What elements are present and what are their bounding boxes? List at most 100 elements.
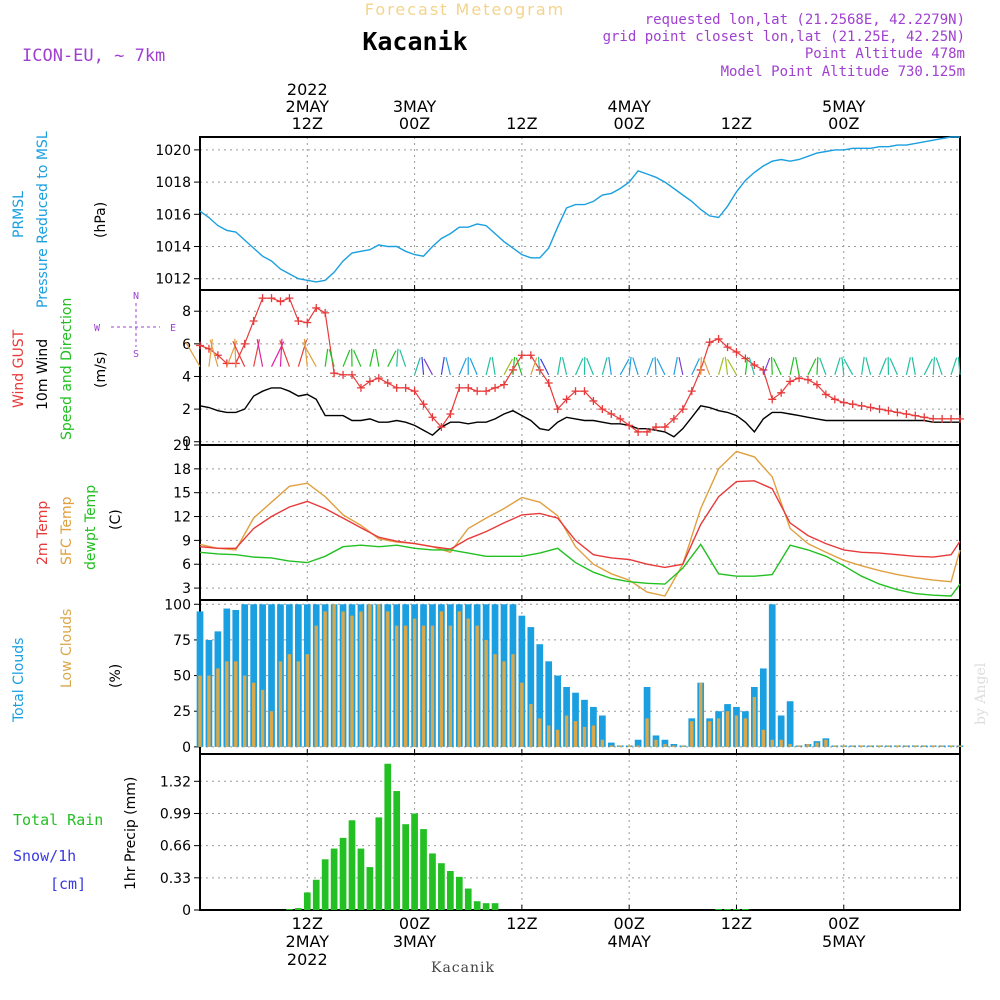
compass-w: W (94, 323, 101, 334)
low-cloud-bar (207, 675, 211, 747)
temp-frame (199, 444, 961, 601)
wind-unit-label: (m/s) (93, 351, 109, 388)
gust-marker (705, 338, 714, 347)
clouds-ytick-label: 25 (173, 704, 191, 720)
total-cloud-bar (536, 644, 544, 747)
wind-arrow (414, 357, 421, 376)
gust-marker (240, 339, 249, 348)
gust-marker (437, 423, 446, 432)
pressure-ytick-label: 1016 (155, 207, 191, 223)
wind-arrow (819, 357, 827, 376)
rain-bar (295, 908, 302, 910)
temperature-panel: 3 6 9 12 15 18 21 (173, 438, 961, 601)
clouds-ytick-label: 100 (164, 597, 191, 613)
low-cloud-bar (430, 625, 435, 747)
top-axis-label: 4MAY (607, 97, 651, 116)
total-cloud-bar (250, 604, 257, 747)
gust-marker (607, 410, 616, 418)
gust-marker (652, 423, 660, 432)
precip-ytick-label: 1.32 (160, 774, 191, 790)
gust-marker (419, 400, 428, 409)
low-cloud-bar (743, 718, 748, 747)
wind-ytick-label: 4 (182, 369, 191, 385)
bottom-axis-label: 4MAY (607, 932, 651, 951)
wind-dir-label: Speed and Direction (59, 298, 75, 440)
low-cloud-bar (815, 742, 819, 747)
low-cloud-bar (538, 718, 542, 747)
low-cloud-bar (886, 745, 891, 747)
gust-marker (348, 370, 356, 379)
low-cloud-bar (377, 604, 381, 747)
top-axis-label: 2MAY (286, 97, 330, 116)
gust-marker (732, 348, 741, 356)
low-cloud-bar (278, 661, 283, 747)
gust-marker (383, 379, 392, 387)
low-cloud-bar (198, 675, 202, 747)
wind-arrow (795, 357, 800, 375)
low-cloud-bar (493, 654, 497, 747)
wind-arrow (396, 348, 399, 367)
total-cloud-bar (572, 692, 579, 747)
gust-marker (517, 351, 526, 360)
low-cloud-bar (770, 739, 774, 747)
gust-marker (491, 383, 500, 392)
wind-arrow (619, 358, 630, 376)
rain-bar (733, 909, 740, 910)
pressure-ytick-label: 1020 (155, 143, 191, 159)
gust-marker (312, 303, 321, 312)
wind-arrow (654, 356, 657, 375)
rain-bar (491, 903, 499, 910)
wind-arrow (561, 357, 568, 375)
low-clouds-label: Low Clouds (59, 609, 75, 688)
point-altitude: Point Altitude 478m (805, 46, 965, 62)
low-cloud-bar (672, 745, 676, 747)
low-cloud-bar (573, 721, 578, 747)
gust-marker (714, 334, 723, 343)
wind-arrow (445, 357, 451, 375)
gust-marker (428, 413, 437, 422)
wind-arrow (726, 358, 737, 376)
gust-marker (267, 294, 276, 303)
wind-arrow (646, 357, 654, 376)
pressure-panel: 1012 1014 1016 1018 1020 (155, 136, 961, 291)
wind-arrow (748, 357, 755, 376)
wind-arrow (911, 357, 916, 375)
wind-arrow (702, 357, 711, 376)
total-cloud-bar (599, 715, 606, 747)
gust-marker (544, 379, 553, 387)
low-cloud-bar (260, 689, 265, 747)
rain-bar (473, 901, 481, 910)
wind-arrow (865, 357, 872, 375)
wind-arrow (843, 358, 854, 376)
low-cloud-bar (913, 745, 917, 747)
pressure-frame (199, 136, 961, 291)
low-cloud-bar (350, 615, 354, 747)
low-cloud-bar (287, 654, 292, 747)
bottom-axis-label: 12Z (721, 914, 752, 933)
low-cloud-bar (654, 739, 658, 747)
gust-marker (893, 408, 902, 417)
gust-marker (410, 387, 419, 396)
low-cloud-bar (466, 618, 470, 747)
gust-marker (303, 318, 312, 327)
total-cloud-bar (607, 742, 615, 747)
low-cloud-bar (690, 721, 694, 747)
gust-marker (330, 369, 339, 378)
precip-ytick-label: 0.99 (160, 806, 191, 822)
low-cloud-bar (475, 625, 479, 747)
rain-bar (339, 837, 347, 910)
temp-ytick-label: 3 (182, 581, 191, 597)
low-cloud-bar (627, 745, 631, 747)
wind-arrow (718, 357, 725, 376)
wind-arrow (328, 349, 335, 367)
low-cloud-bar (931, 745, 935, 747)
low-cloud-bar (484, 639, 488, 747)
clouds-ytick-label: 75 (173, 633, 191, 649)
low-cloud-bar (779, 739, 783, 747)
dewpt-line (199, 543, 961, 597)
location-title: Kacanik (362, 27, 467, 56)
bottom-axis-label: 12Z (292, 914, 323, 933)
wind-arrow (678, 357, 684, 375)
